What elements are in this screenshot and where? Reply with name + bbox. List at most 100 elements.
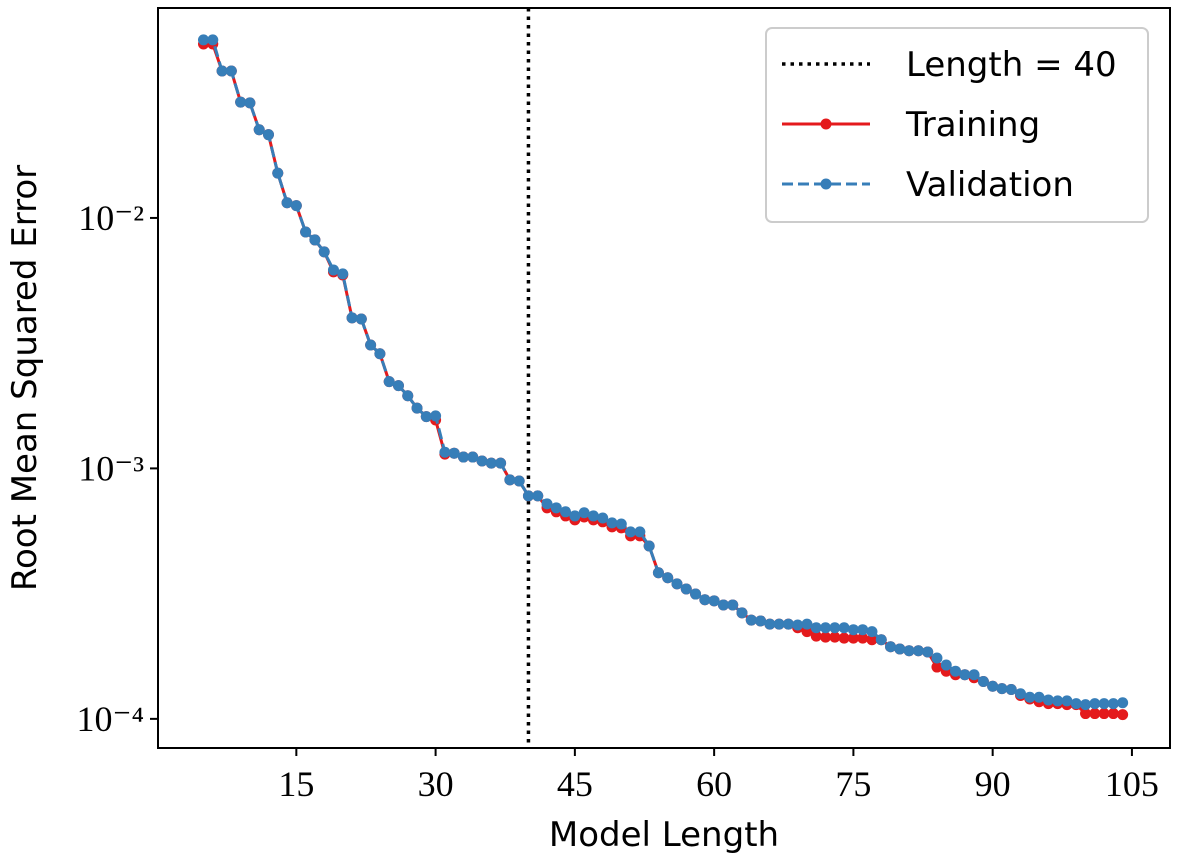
data-point <box>207 34 219 46</box>
data-point <box>383 376 395 388</box>
data-point <box>365 339 377 351</box>
data-point <box>727 599 739 611</box>
data-point <box>244 97 256 109</box>
y-tick-label: 10⁻⁴ <box>76 699 144 739</box>
data-point <box>197 34 209 46</box>
data-point <box>755 615 767 627</box>
data-point <box>1089 708 1101 720</box>
data-point <box>532 490 544 502</box>
data-point <box>327 264 339 276</box>
data-point <box>615 518 627 530</box>
data-point <box>1005 683 1017 695</box>
data-point <box>931 661 943 673</box>
x-tick-label: 60 <box>696 764 732 804</box>
data-point <box>606 517 618 529</box>
data-point <box>940 659 952 671</box>
x-tick-label: 105 <box>1105 764 1159 804</box>
data-point <box>977 675 989 687</box>
data-point <box>550 502 562 514</box>
data-point <box>922 646 934 658</box>
x-tick-label: 15 <box>278 764 314 804</box>
data-point <box>1107 698 1119 710</box>
data-point <box>504 474 516 486</box>
data-point <box>1107 708 1119 720</box>
data-point <box>625 526 637 538</box>
data-point <box>801 618 813 630</box>
data-point <box>253 124 265 136</box>
data-point <box>838 622 850 634</box>
data-point <box>318 246 330 258</box>
data-point <box>764 618 776 630</box>
data-point <box>820 622 832 634</box>
data-point <box>281 197 293 209</box>
data-point <box>829 622 841 634</box>
data-point <box>457 451 469 463</box>
data-point <box>866 634 878 646</box>
data-point <box>885 641 897 653</box>
data-point <box>643 540 655 552</box>
data-point <box>820 631 832 643</box>
data-point <box>467 451 479 463</box>
data-point <box>829 631 841 643</box>
data-point <box>857 632 869 644</box>
x-tick-label: 45 <box>557 764 593 804</box>
data-point <box>690 588 702 600</box>
data-point <box>392 380 404 392</box>
data-point <box>745 614 757 626</box>
data-point <box>560 506 572 518</box>
data-point <box>587 510 599 522</box>
data-point <box>708 595 720 607</box>
data-point <box>402 390 414 402</box>
legend-marker <box>820 118 832 130</box>
data-point <box>959 669 971 681</box>
data-point <box>1042 694 1054 706</box>
legend-marker <box>820 178 832 190</box>
data-point <box>634 526 646 538</box>
data-point <box>810 622 822 634</box>
data-point <box>1070 698 1082 710</box>
data-point <box>662 572 674 584</box>
data-point <box>968 669 980 681</box>
data-point <box>513 475 525 487</box>
data-point <box>439 446 451 458</box>
data-point <box>1080 708 1092 720</box>
data-point <box>1117 697 1129 709</box>
data-point <box>309 234 321 246</box>
data-point <box>420 411 432 423</box>
data-point <box>411 402 423 414</box>
data-point <box>838 632 850 644</box>
x-tick-label: 75 <box>835 764 871 804</box>
data-point <box>931 652 943 664</box>
data-point <box>1061 695 1073 707</box>
data-point <box>699 594 711 606</box>
data-point <box>894 643 906 655</box>
x-tick-label: 30 <box>418 764 454 804</box>
data-point <box>374 348 386 360</box>
data-point <box>1033 691 1045 703</box>
data-point <box>300 226 312 238</box>
y-axis-label: Root Mean Squared Error <box>5 165 45 591</box>
data-point <box>671 578 683 590</box>
y-tick-label: 10⁻² <box>78 198 144 238</box>
data-point <box>680 583 692 595</box>
legend-label: Validation <box>906 165 1074 205</box>
data-point <box>847 624 859 636</box>
data-point <box>717 599 729 611</box>
data-point <box>346 312 358 324</box>
data-point <box>290 200 302 212</box>
data-point <box>216 65 228 77</box>
data-point <box>912 645 924 657</box>
data-point <box>950 665 962 677</box>
data-point <box>857 624 869 636</box>
data-point <box>597 512 609 524</box>
data-point <box>430 410 442 422</box>
plot-frame <box>157 7 1171 749</box>
data-point <box>847 632 859 644</box>
data-point <box>541 498 553 510</box>
data-point <box>495 457 507 469</box>
data-point <box>782 618 794 630</box>
data-point <box>476 455 488 467</box>
data-point <box>225 65 237 77</box>
data-point <box>337 268 349 280</box>
